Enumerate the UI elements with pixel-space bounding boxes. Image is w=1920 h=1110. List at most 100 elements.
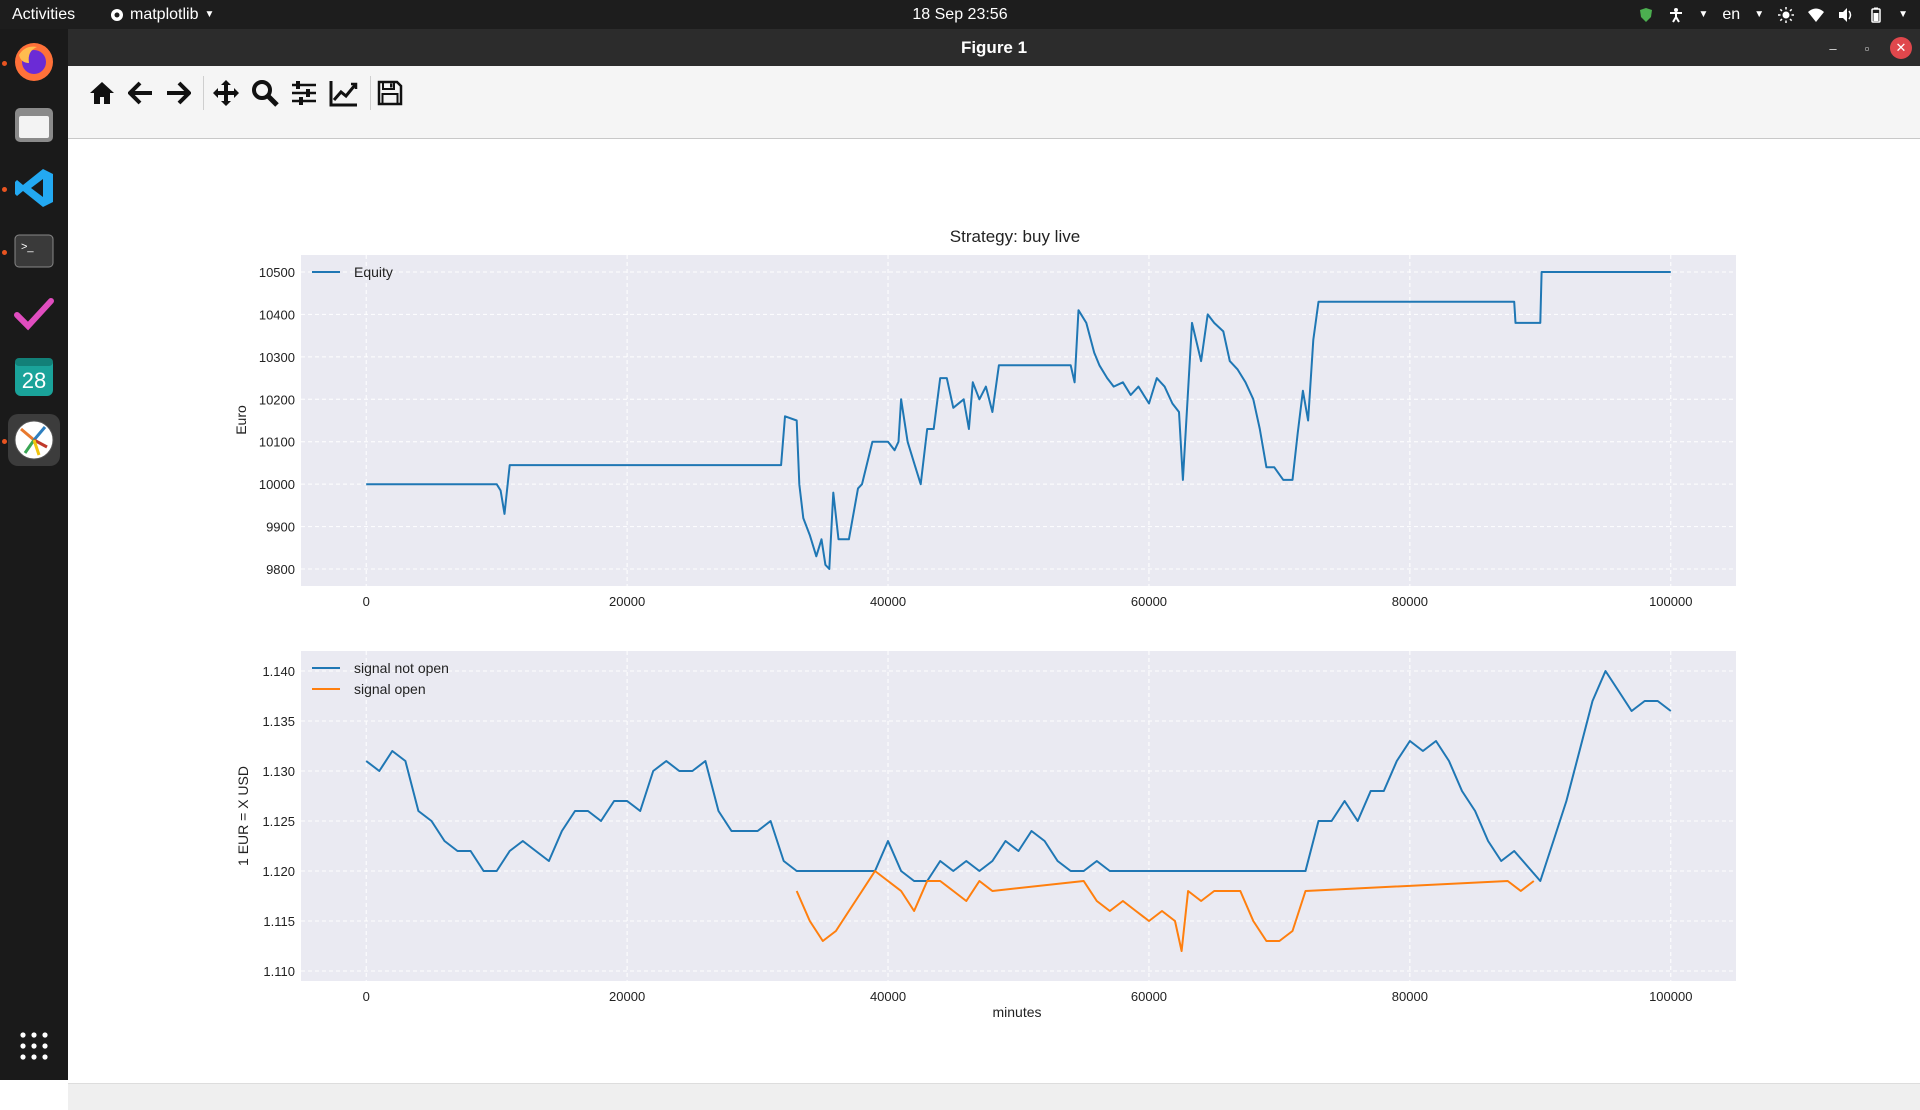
equity-chart-title: Strategy: buy live <box>950 227 1080 246</box>
y-tick-label: 1.140 <box>262 664 295 679</box>
edit-axes-button[interactable] <box>326 68 362 118</box>
toolbar-separator <box>203 76 204 110</box>
price-ticks: 0 20000 40000 60000 80000 100000 1.110 1.115 1.1… <box>262 664 1692 1004</box>
y-tick-label: 1.130 <box>262 764 295 779</box>
x-tick-label: 20000 <box>609 594 645 609</box>
running-indicator <box>2 250 7 255</box>
dock: >_ 28 <box>0 29 68 1080</box>
equity-y-axis-label: Euro <box>233 405 249 435</box>
svg-text:>_: >_ <box>21 241 34 253</box>
calendar-icon[interactable]: 28 <box>8 351 60 403</box>
y-tick-label: 10500 <box>259 265 295 280</box>
pan-button[interactable] <box>208 68 244 118</box>
equity-legend: Equity <box>312 264 393 280</box>
subplots-button[interactable] <box>286 68 322 118</box>
zoom-icon <box>252 80 279 107</box>
back-icon <box>128 81 152 105</box>
home-button[interactable] <box>84 68 120 118</box>
y-tick-label: 1.135 <box>262 714 295 729</box>
price-axes: 0 20000 40000 60000 80000 100000 1.110 1.115 1.1… <box>235 651 1736 1020</box>
equity-axes-background <box>301 255 1736 586</box>
subplots-icon <box>292 81 316 105</box>
system-tray[interactable]: ▼ en ▼ ▼ <box>1638 0 1908 29</box>
clock-area: 18 Sep 23:56 <box>0 0 1920 29</box>
y-tick-label: 9900 <box>266 520 295 535</box>
top-bar: Activities matplotlib ▼ 18 Sep 23:56 ▼ e… <box>0 0 1920 29</box>
x-tick-label: 0 <box>363 989 370 1004</box>
figure-canvas[interactable]: 0 20000 40000 60000 80000 100000 9800 9900 10000… <box>68 139 1920 1083</box>
brightness-icon[interactable] <box>1778 6 1795 23</box>
y-tick-label: 10100 <box>259 435 295 450</box>
chevron-down-icon[interactable]: ▼ <box>1754 9 1765 20</box>
title-bar[interactable]: Figure 1 – ▫ ✕ <box>68 29 1920 66</box>
clock[interactable]: 18 Sep 23:56 <box>912 6 1008 23</box>
window-title: Figure 1 <box>960 38 1028 57</box>
minimize-button[interactable]: – <box>1829 40 1837 56</box>
accessibility-icon[interactable] <box>1668 7 1684 23</box>
x-tick-label: 40000 <box>870 594 906 609</box>
price-lines <box>365 670 1672 952</box>
equity-grid <box>301 255 1736 586</box>
back-button[interactable] <box>123 68 159 118</box>
x-tick-label: 80000 <box>1392 989 1428 1004</box>
figure-window: Figure 1 – ▫ ✕ <box>68 29 1920 1110</box>
files-icon[interactable] <box>8 99 60 151</box>
shield-icon[interactable] <box>1638 7 1654 23</box>
equity-ticks: 0 20000 40000 60000 80000 100000 9800 9900 10000… <box>259 265 1693 609</box>
y-tick-label: 1.125 <box>262 814 295 829</box>
legend-label-signal-not-open: signal not open <box>354 660 449 676</box>
series-line-signal-not-open <box>365 670 1672 882</box>
save-button[interactable] <box>372 68 408 118</box>
terminal-icon[interactable]: >_ <box>8 225 60 277</box>
calendar-day-label: 28 <box>22 368 46 393</box>
running-indicator <box>2 439 7 444</box>
series-line-signal-open <box>795 870 1535 952</box>
y-tick-label: 1.110 <box>263 964 295 979</box>
forward-button[interactable] <box>160 68 196 118</box>
chevron-down-icon[interactable]: ▼ <box>1698 9 1709 20</box>
x-tick-label: 40000 <box>870 989 906 1004</box>
pan-icon <box>213 80 239 106</box>
vscode-icon[interactable] <box>8 162 60 214</box>
y-tick-label: 10200 <box>259 392 295 407</box>
todo-icon[interactable] <box>8 288 60 340</box>
price-x-axis-label: minutes <box>992 1004 1041 1020</box>
app-menu-label: matplotlib <box>130 6 199 23</box>
matplotlib-icon[interactable] <box>8 414 60 466</box>
chevron-down-icon: ▼ <box>204 9 215 20</box>
running-indicator <box>2 187 7 192</box>
equity-axes: 0 20000 40000 60000 80000 100000 9800 9900 10000… <box>233 227 1736 609</box>
figure: 0 20000 40000 60000 80000 1000009800990010000… <box>233 227 1736 1020</box>
maximize-button[interactable]: ▫ <box>1864 40 1870 56</box>
volume-icon[interactable] <box>1838 7 1854 23</box>
firefox-icon[interactable] <box>8 36 60 88</box>
battery-icon[interactable] <box>1868 7 1884 23</box>
series-line-equity <box>366 271 1671 570</box>
x-tick-label: 100000 <box>1649 989 1692 1004</box>
app-menu[interactable]: matplotlib ▼ <box>110 0 214 29</box>
close-button[interactable]: ✕ <box>1890 37 1912 59</box>
legend-label-signal-open: signal open <box>354 681 426 697</box>
activities-button[interactable]: Activities <box>12 6 76 23</box>
zoom-button[interactable] <box>247 68 283 118</box>
running-indicator <box>2 61 7 66</box>
y-tick-label: 10400 <box>259 307 295 322</box>
x-tick-label: 80000 <box>1392 594 1428 609</box>
y-tick-label: 10300 <box>259 350 295 365</box>
y-tick-label: 1.120 <box>262 864 295 879</box>
save-icon <box>377 80 403 106</box>
legend-label-equity: Equity <box>354 264 393 280</box>
x-tick-label: 0 <box>363 594 370 609</box>
y-tick-label: 10000 <box>259 477 295 492</box>
wifi-icon[interactable] <box>1808 7 1825 23</box>
language-indicator[interactable]: en <box>1722 6 1741 23</box>
price-grid <box>301 651 1736 981</box>
chevron-down-icon[interactable]: ▼ <box>1898 9 1908 20</box>
x-tick-label: 20000 <box>609 989 645 1004</box>
edit-axes-icon <box>329 81 358 107</box>
y-tick-label: 1.115 <box>263 914 295 929</box>
app-gear-icon <box>111 8 123 21</box>
forward-icon <box>167 81 191 105</box>
show-applications-icon[interactable] <box>8 1020 60 1072</box>
home-icon <box>90 82 114 104</box>
